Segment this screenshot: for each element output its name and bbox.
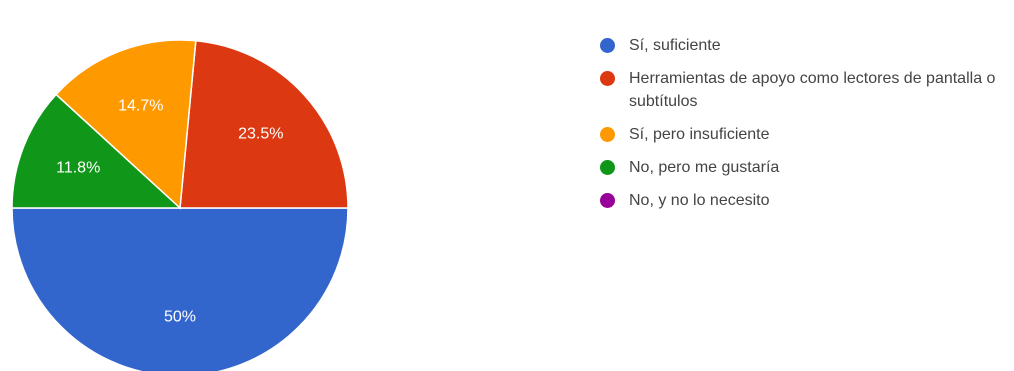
legend-item-herramientas-de-apoyo[interactable]: Herramientas de apoyo como lectores de p… bbox=[597, 67, 1007, 113]
legend-item-no-pero-me-gustaria[interactable]: No, pero me gustaría bbox=[597, 156, 1007, 179]
slice-label-1: 23.5% bbox=[238, 126, 283, 143]
legend-swatch bbox=[600, 160, 615, 175]
pie-slice-3[interactable] bbox=[11, 93, 182, 209]
pie-slice-0[interactable] bbox=[11, 207, 349, 371]
slice-label-0: 50% bbox=[164, 308, 196, 325]
legend-label: Herramientas de apoyo como lectores de p… bbox=[629, 70, 996, 110]
pie-slice-1[interactable] bbox=[179, 39, 349, 209]
legend-label: Sí, suficiente bbox=[629, 37, 721, 54]
legend-label: No, y no lo necesito bbox=[629, 192, 770, 209]
pie-chart: 50% 23.5% 14.7% 11.8% bbox=[11, 39, 349, 371]
legend-swatch bbox=[600, 38, 615, 53]
pie-slice-2[interactable] bbox=[55, 39, 197, 210]
slice-label-2: 14.7% bbox=[118, 97, 163, 114]
legend-label: No, pero me gustaría bbox=[629, 159, 780, 176]
slice-label-3: 11.8% bbox=[56, 160, 100, 177]
legend-item-si-pero-insuficiente[interactable]: Sí, pero insuficiente bbox=[597, 123, 1007, 146]
legend-swatch bbox=[600, 127, 615, 142]
legend-item-si-suficiente[interactable]: Sí, suficiente bbox=[597, 34, 1007, 57]
chart-legend: Sí, suficiente Herramientas de apoyo com… bbox=[597, 34, 1007, 222]
legend-swatch bbox=[600, 71, 615, 86]
legend-item-no-y-no-lo-necesito[interactable]: No, y no lo necesito bbox=[597, 189, 1007, 212]
legend-swatch bbox=[600, 193, 615, 208]
legend-label: Sí, pero insuficiente bbox=[629, 126, 770, 143]
